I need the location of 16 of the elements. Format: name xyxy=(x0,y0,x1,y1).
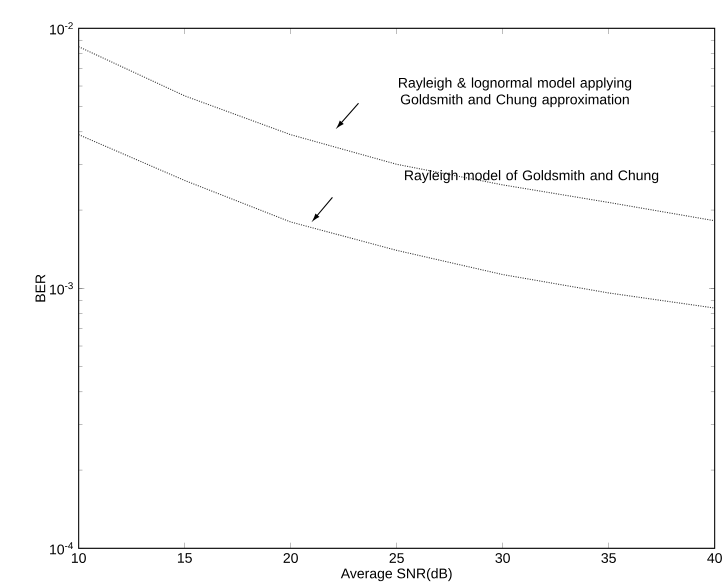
x-axis-title: Average SNR(dB) xyxy=(340,568,452,582)
line-series xyxy=(78,134,715,309)
x-tick-label: 25 xyxy=(390,553,404,563)
y-tick-label: 10$^{-3}$ xyxy=(50,282,73,294)
y-tick-label: 10$^{-2}$ xyxy=(50,22,73,34)
x-tick-label: 10 xyxy=(72,553,86,563)
line-series xyxy=(78,46,715,222)
x-tick-label: 30 xyxy=(495,553,510,563)
x-tick-label: 15 xyxy=(178,553,192,563)
x-tick-label: 40 xyxy=(707,553,722,563)
y-axis-title: BER xyxy=(36,274,46,302)
x-tick-label: 35 xyxy=(601,553,616,563)
annotation: Rayleigh & lognormal model applying Goldsmith and Chung approximation xyxy=(399,77,632,108)
x-tick-label: 20 xyxy=(284,553,298,563)
annotation: Rayleigh model of Goldsmith and Chung xyxy=(405,170,658,184)
y-tick-label: 10$^{-4}$ xyxy=(50,542,74,554)
